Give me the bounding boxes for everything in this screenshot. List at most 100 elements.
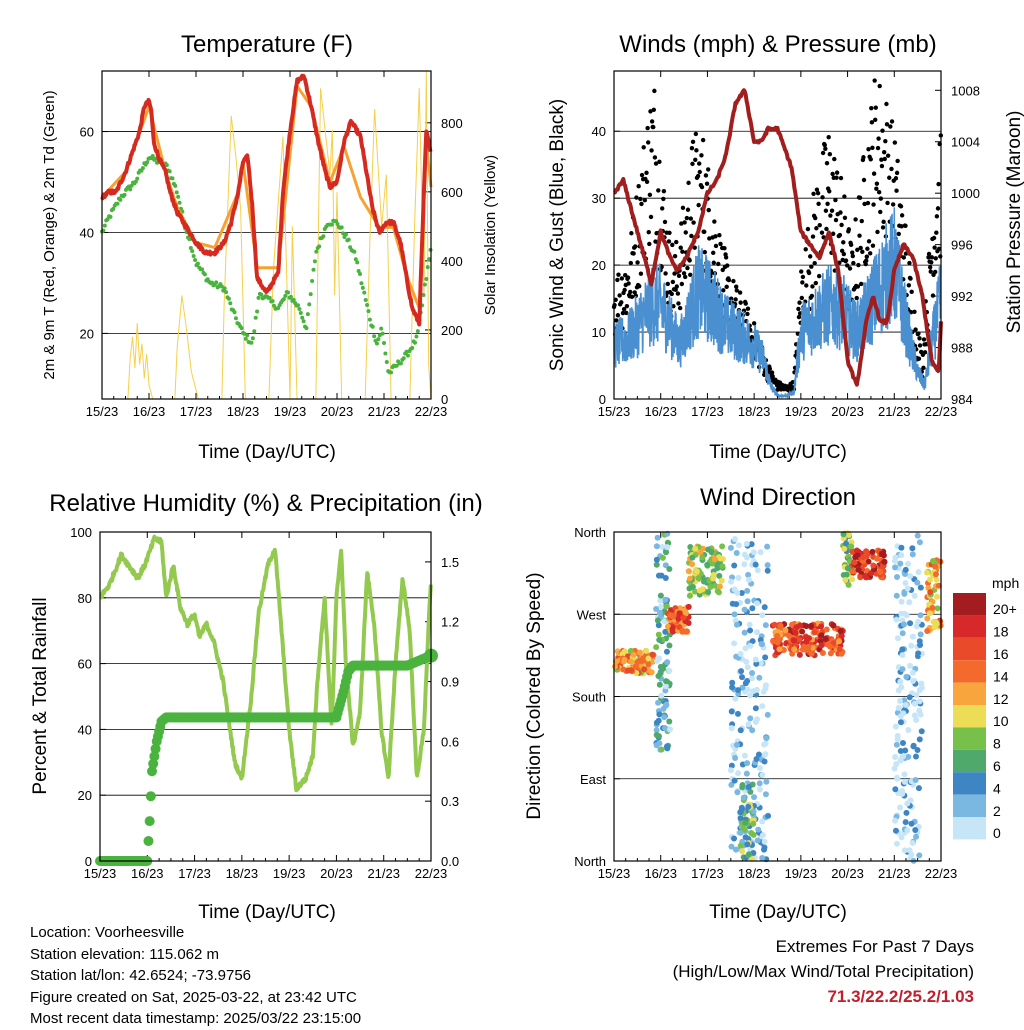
direction-point (897, 560, 904, 567)
y-tick-label: 0 (85, 854, 92, 869)
gust-point (812, 260, 817, 266)
dewpoint-point (366, 309, 371, 314)
direction-point (770, 638, 777, 645)
dewpoint-point (190, 249, 195, 254)
direction-point (926, 610, 933, 617)
gust-point (724, 284, 729, 290)
gust-point (723, 255, 729, 260)
gust-point (938, 254, 943, 259)
gust-point (889, 166, 894, 172)
direction-point (757, 549, 764, 556)
gust-point (645, 125, 650, 131)
direction-point (632, 663, 639, 670)
direction-point (755, 826, 762, 833)
gust-point (687, 258, 692, 263)
direction-point (895, 687, 902, 694)
direction-point (748, 541, 755, 548)
gust-point (806, 270, 812, 276)
gust-point (647, 192, 653, 197)
gust-point (936, 181, 941, 187)
direction-point (774, 633, 781, 640)
dewpoint-point (249, 340, 254, 345)
direction-point (743, 540, 750, 547)
gust-point (628, 289, 633, 295)
gust-point (629, 294, 635, 299)
gust-point (624, 310, 629, 316)
gust-point (813, 280, 819, 286)
y-tick-label: 40 (78, 722, 92, 737)
legend-swatch (953, 772, 986, 795)
direction-point (687, 543, 694, 550)
direction-point (762, 682, 769, 689)
direction-point (893, 592, 900, 599)
gust-point (922, 350, 928, 355)
direction-point (892, 564, 899, 571)
humidity-panel: Relative Humidity (%) & Precipitation (i… (30, 490, 483, 923)
gust-point (839, 222, 844, 228)
gust-point (677, 305, 683, 311)
direction-point (756, 674, 763, 681)
dewpoint-point (174, 190, 179, 195)
direction-point (654, 657, 661, 664)
direction-point (764, 711, 771, 718)
gust-point (859, 281, 864, 287)
gust-point (683, 230, 688, 235)
direction-point (909, 678, 916, 685)
gust-point (873, 105, 878, 110)
direction-point (689, 554, 696, 561)
direction-point (924, 627, 931, 634)
direction-point (904, 827, 911, 834)
gust-point (810, 234, 816, 239)
direction-point (796, 651, 803, 658)
gust-point (661, 196, 666, 202)
gust-point (738, 300, 743, 305)
gust-point (799, 295, 804, 301)
gust-point (648, 109, 653, 114)
direction-point (764, 567, 771, 574)
gust-point (934, 214, 940, 219)
direction-point (628, 667, 635, 674)
dewpoint-point (288, 294, 293, 299)
dewpoint-point (222, 286, 227, 291)
x-tick-label: 21/23 (878, 866, 911, 881)
gust-point (877, 83, 882, 89)
direction-point (805, 643, 812, 650)
dewpoint-point (167, 169, 172, 174)
direction-point (906, 847, 913, 854)
direction-point (897, 713, 904, 720)
dewpoint-point (295, 303, 300, 308)
gust-point (898, 204, 904, 209)
dewpoint-point (228, 301, 233, 306)
gust-point (694, 148, 699, 153)
direction-point (771, 621, 778, 628)
dewpoint-point (314, 249, 319, 254)
gust-point (676, 301, 681, 306)
dewpoint-point (425, 265, 430, 270)
gust-point (860, 249, 865, 255)
dewpoint-point (267, 295, 272, 300)
x-tick-label: 19/23 (785, 404, 818, 419)
direction-point (679, 627, 686, 634)
gust-point (814, 226, 819, 231)
extremes-title: Extremes For Past 7 Days (775, 937, 974, 956)
precip-point (149, 751, 160, 762)
gust-point (865, 246, 870, 251)
direction-point (737, 815, 744, 822)
gust-point (804, 283, 809, 288)
direction-point (664, 544, 671, 551)
gust-point (734, 288, 739, 293)
temperature-ylabel: 2m & 9m T (Red, Orange) & 2m Td (Green) (41, 90, 58, 379)
direction-point (897, 719, 904, 726)
gust-point (800, 280, 805, 285)
gust-point (745, 306, 751, 311)
direction-point (655, 572, 662, 579)
gust-point (928, 269, 933, 274)
gust-point (868, 157, 873, 162)
gust-point (844, 263, 850, 268)
direction-point (930, 558, 937, 565)
y-tick-label: 40 (80, 225, 94, 240)
gust-point (913, 327, 918, 332)
direction-point (903, 809, 910, 816)
direction-point (761, 758, 768, 765)
direction-point (830, 622, 837, 629)
